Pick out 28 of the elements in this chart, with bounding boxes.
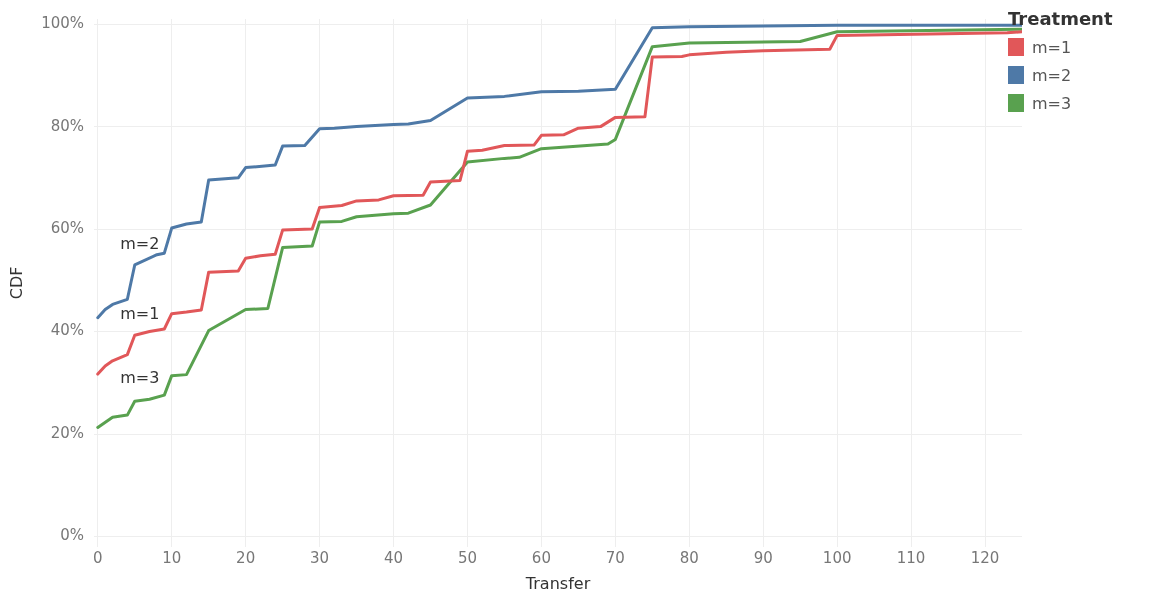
x-tick-label: 100: [822, 548, 852, 567]
legend-label: m=3: [1032, 93, 1072, 113]
legend-title: Treatment: [1008, 8, 1113, 29]
x-tick-label: 120: [970, 548, 1000, 567]
annotation: m=2: [120, 234, 160, 254]
x-tick-label: 0: [93, 548, 103, 567]
x-tick-label: 50: [457, 548, 478, 567]
y-tick-label: 60%: [50, 218, 85, 237]
annotation: m=3: [120, 368, 160, 388]
y-tick-label: 40%: [50, 321, 85, 340]
y-axis-title: CDF: [6, 266, 26, 300]
y-tick-label: 80%: [50, 116, 85, 135]
legend-label: m=1: [1032, 37, 1072, 57]
x-tick-label: 80: [679, 548, 699, 567]
annotation: m=1: [120, 304, 160, 324]
x-tick-label: 60: [531, 548, 551, 567]
x-tick-label: 110: [896, 548, 926, 567]
x-tick-label: 40: [383, 548, 404, 567]
x-tick-label: 30: [310, 548, 330, 567]
y-tick-label: 20%: [50, 423, 85, 442]
x-axis-title: Transfer: [524, 573, 591, 593]
x-tick-label: 20: [236, 548, 256, 567]
y-tick-label: 100%: [41, 14, 85, 33]
legend-label: m=2: [1032, 65, 1072, 85]
x-tick-label: 10: [162, 548, 182, 567]
x-tick-label: 70: [605, 548, 625, 567]
x-tick-label: 90: [753, 548, 773, 567]
y-tick-label: 0%: [60, 526, 85, 545]
